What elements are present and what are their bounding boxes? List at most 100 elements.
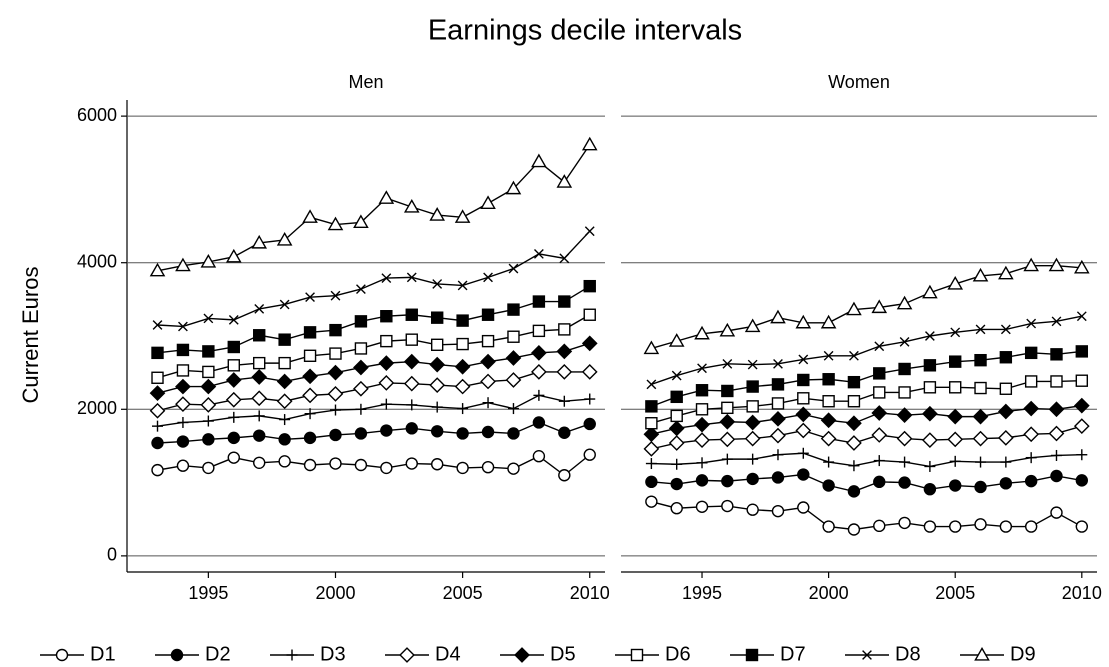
marker-shape <box>1024 520 1038 533</box>
marker <box>1048 257 1065 272</box>
marker-shape <box>353 214 369 229</box>
marker <box>694 325 710 340</box>
marker-shape <box>330 290 341 301</box>
marker-shape <box>55 648 69 662</box>
marker-shape <box>507 462 520 475</box>
x-tick-label: 1995 <box>682 583 722 603</box>
marker <box>770 309 786 324</box>
x-tick-label: 2010 <box>1062 583 1102 603</box>
marker-shape <box>668 435 685 451</box>
marker <box>533 389 545 401</box>
marker-shape <box>770 427 786 444</box>
marker-shape <box>202 345 215 358</box>
marker <box>1000 456 1012 468</box>
marker-shape <box>898 476 911 489</box>
marker <box>645 400 658 413</box>
marker-shape <box>302 387 318 404</box>
marker-shape <box>1073 418 1090 435</box>
marker-shape <box>747 359 758 370</box>
marker-shape <box>202 461 215 475</box>
y-tick-label: 2000 <box>77 398 117 418</box>
marker-shape <box>873 386 886 399</box>
marker <box>227 340 240 354</box>
marker-shape <box>454 378 471 395</box>
marker-shape <box>924 331 935 341</box>
marker-shape <box>999 520 1013 533</box>
marker <box>329 457 342 470</box>
marker <box>974 518 987 531</box>
marker-shape <box>822 373 835 386</box>
marker-shape <box>329 347 342 360</box>
marker <box>482 397 494 409</box>
marker <box>668 420 685 437</box>
marker <box>202 433 215 446</box>
marker <box>744 430 761 447</box>
marker <box>922 284 938 299</box>
marker <box>175 257 191 272</box>
marker <box>695 384 709 397</box>
marker-shape <box>456 427 469 440</box>
marker-shape <box>354 427 368 440</box>
marker-shape <box>797 501 810 514</box>
marker <box>1050 348 1063 361</box>
marker <box>746 400 759 413</box>
marker-shape <box>823 350 834 361</box>
marker-shape <box>405 422 418 435</box>
marker <box>1075 520 1089 533</box>
marker-shape <box>556 343 573 360</box>
marker <box>304 408 316 420</box>
marker-shape <box>559 253 570 264</box>
marker-shape <box>253 329 266 342</box>
marker <box>454 378 471 395</box>
marker <box>225 372 242 388</box>
marker-shape <box>430 458 444 471</box>
marker-shape <box>1073 397 1090 414</box>
marker <box>176 435 190 448</box>
marker-shape <box>972 408 989 425</box>
marker <box>974 381 987 395</box>
marker-shape <box>798 354 809 365</box>
marker-shape <box>898 386 911 399</box>
marker-shape <box>643 340 660 355</box>
marker-shape <box>820 314 837 329</box>
marker <box>1024 346 1038 360</box>
marker <box>253 429 266 442</box>
legend-label: D1 <box>90 643 116 665</box>
marker-shape <box>305 292 315 303</box>
marker <box>694 416 710 433</box>
marker <box>380 398 392 410</box>
marker-shape <box>999 382 1013 395</box>
marker <box>822 395 835 408</box>
marker <box>923 520 937 533</box>
marker <box>697 363 707 374</box>
marker <box>744 414 761 431</box>
marker <box>847 485 861 498</box>
marker-shape <box>531 344 547 361</box>
marker-shape <box>1024 474 1038 488</box>
marker-shape <box>975 324 986 335</box>
legend-label: D9 <box>1010 643 1036 665</box>
marker-shape <box>949 355 962 368</box>
marker <box>176 364 190 377</box>
marker-shape <box>151 371 164 384</box>
marker-shape <box>278 356 291 370</box>
marker <box>974 353 987 367</box>
marker-shape <box>1000 324 1011 335</box>
marker <box>508 263 519 274</box>
marker <box>1024 375 1038 388</box>
marker-shape <box>228 314 239 325</box>
marker <box>507 403 519 415</box>
marker <box>533 249 544 259</box>
marker-shape <box>1024 375 1038 388</box>
marker-shape <box>353 359 369 376</box>
marker <box>949 479 962 492</box>
legend-label: D5 <box>550 643 576 665</box>
marker-shape <box>668 420 685 437</box>
marker <box>862 650 872 660</box>
marker-shape <box>771 378 785 391</box>
marker <box>1050 375 1063 388</box>
marker-shape <box>721 499 734 513</box>
marker <box>278 333 291 346</box>
marker-shape <box>454 358 471 375</box>
marker <box>286 649 298 661</box>
